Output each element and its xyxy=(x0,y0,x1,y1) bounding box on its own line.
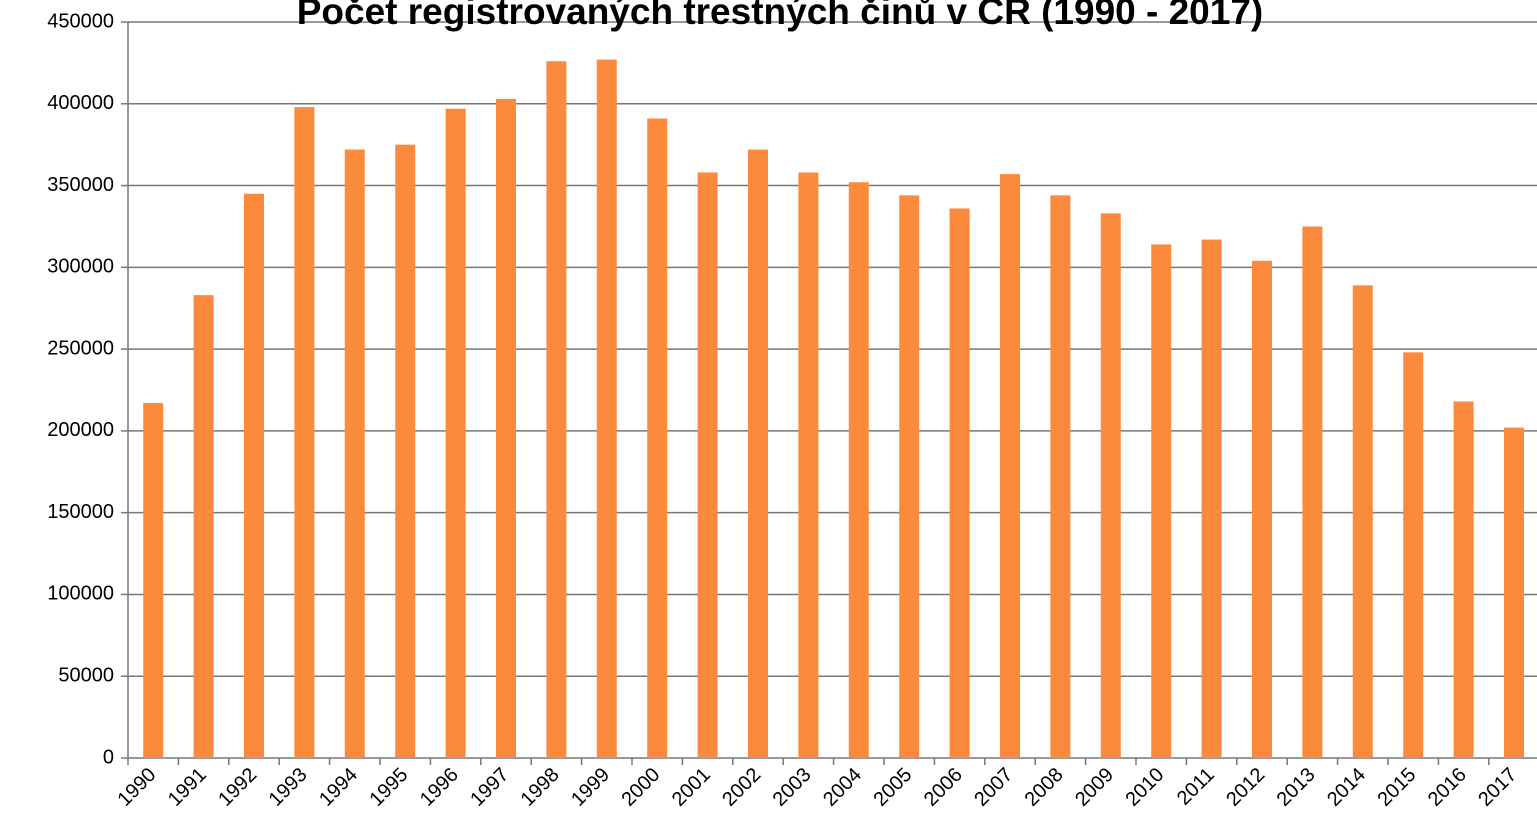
y-tick-label: 300000 xyxy=(47,256,114,278)
x-tick-label: 2011 xyxy=(1173,764,1219,810)
x-tick-label: 2010 xyxy=(1121,764,1168,811)
x-tick-label: 1997 xyxy=(466,764,513,811)
bar xyxy=(798,172,819,758)
bar xyxy=(1352,285,1373,758)
y-tick-label: 350000 xyxy=(47,174,114,196)
bar xyxy=(143,403,164,758)
chart-title: Počet registrovaných trestných činů v ČR… xyxy=(296,0,1264,32)
x-tick-label: 1991 xyxy=(164,764,211,811)
x-tick-label: 2014 xyxy=(1323,764,1370,811)
bar xyxy=(193,295,214,758)
bar xyxy=(1453,401,1474,758)
bar xyxy=(496,98,516,759)
bar xyxy=(1100,213,1121,759)
x-tick-label: 2008 xyxy=(1021,764,1068,811)
bar xyxy=(596,59,617,758)
x-tick-label: 2004 xyxy=(819,764,866,811)
bar xyxy=(546,61,567,758)
x-tick-label: 2016 xyxy=(1424,764,1471,811)
bar xyxy=(647,118,668,758)
bar xyxy=(395,144,416,758)
x-tick-label: 2017 xyxy=(1474,764,1521,811)
bar xyxy=(1403,352,1424,758)
bar xyxy=(748,149,768,758)
bar xyxy=(1151,244,1172,759)
y-tick-label: 50000 xyxy=(58,665,114,687)
x-tick-label: 2015 xyxy=(1373,764,1420,811)
bar xyxy=(445,108,466,758)
x-tick-label: 1992 xyxy=(214,764,261,811)
x-tick-label: 1995 xyxy=(365,764,412,811)
x-tick-label: 2006 xyxy=(920,764,967,811)
bar xyxy=(848,182,869,759)
x-tick-label: 2003 xyxy=(769,764,816,811)
bar xyxy=(949,208,970,758)
x-tick-label: 2013 xyxy=(1273,764,1320,811)
y-tick-label: 450000 xyxy=(47,10,114,32)
x-tick-label: 2001 xyxy=(668,764,715,811)
bar xyxy=(294,107,315,758)
bar xyxy=(1252,260,1272,758)
x-tick-label: 2009 xyxy=(1071,764,1118,811)
bar xyxy=(1302,226,1323,758)
x-tick-label: 1994 xyxy=(315,764,362,811)
y-tick-label: 0 xyxy=(103,746,114,768)
y-tick-label: 250000 xyxy=(47,337,114,359)
y-tick-label: 200000 xyxy=(47,419,114,441)
bar xyxy=(1504,427,1524,758)
x-tick-label: 1990 xyxy=(113,764,160,811)
bar xyxy=(697,172,718,758)
y-tick-label: 400000 xyxy=(47,92,114,114)
x-tick-label: 1996 xyxy=(416,764,463,811)
bar xyxy=(344,149,365,758)
bar xyxy=(244,193,264,758)
bar xyxy=(1000,174,1020,758)
y-tick-label: 150000 xyxy=(47,501,114,523)
x-tick-label: 2000 xyxy=(617,764,664,811)
x-tick-label: 2005 xyxy=(869,764,916,811)
bar xyxy=(1201,239,1222,759)
x-tick-label: 2012 xyxy=(1222,764,1269,811)
y-tick-label: 100000 xyxy=(47,583,114,605)
x-tick-label: 1998 xyxy=(517,764,564,811)
x-tick-label: 2002 xyxy=(718,764,765,811)
bar xyxy=(1050,195,1071,758)
bar xyxy=(899,195,920,758)
x-tick-label: 1993 xyxy=(265,764,312,811)
x-tick-label: 1999 xyxy=(567,764,614,811)
x-tick-label: 2007 xyxy=(970,764,1017,811)
